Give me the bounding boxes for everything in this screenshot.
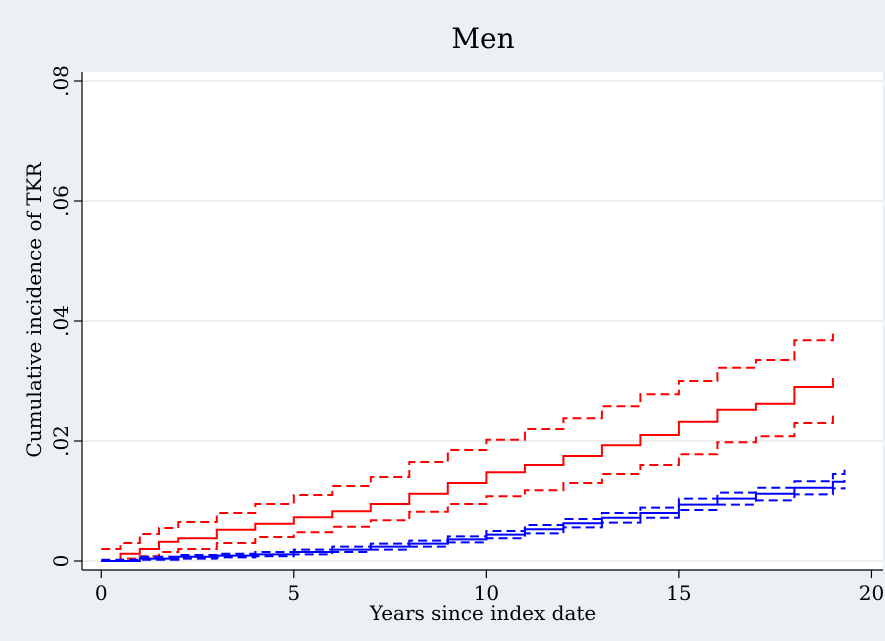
y-axis-label: Cumulative incidence of TKR <box>22 161 46 457</box>
series-lines <box>101 333 846 562</box>
y-tick-label: .02 <box>49 425 73 457</box>
chart-title: Men <box>451 22 514 55</box>
red-series-line <box>101 378 834 562</box>
y-tick-label: 0 <box>49 555 73 568</box>
red-series-line-ci <box>101 333 834 550</box>
x-tick-label: 20 <box>859 581 884 605</box>
red-series-line-ci <box>101 414 834 562</box>
x-tick-label: 5 <box>287 581 300 605</box>
x-tick-label: 15 <box>666 581 691 605</box>
gridlines <box>82 80 883 562</box>
y-tick-label: .04 <box>49 305 73 337</box>
axes <box>74 72 883 578</box>
blue-series-line-ci <box>101 487 846 562</box>
x-tick-label: 10 <box>474 581 499 605</box>
x-axis-label: Years since index date <box>369 601 597 625</box>
blue-series-line-ci <box>101 469 846 561</box>
y-tick-label: .06 <box>49 185 73 217</box>
tick-labels: 0 .02 .04 .06 .08 0 5 10 15 20 <box>49 65 884 605</box>
x-tick-label: 0 <box>95 581 108 605</box>
y-tick-label: .08 <box>49 65 73 97</box>
